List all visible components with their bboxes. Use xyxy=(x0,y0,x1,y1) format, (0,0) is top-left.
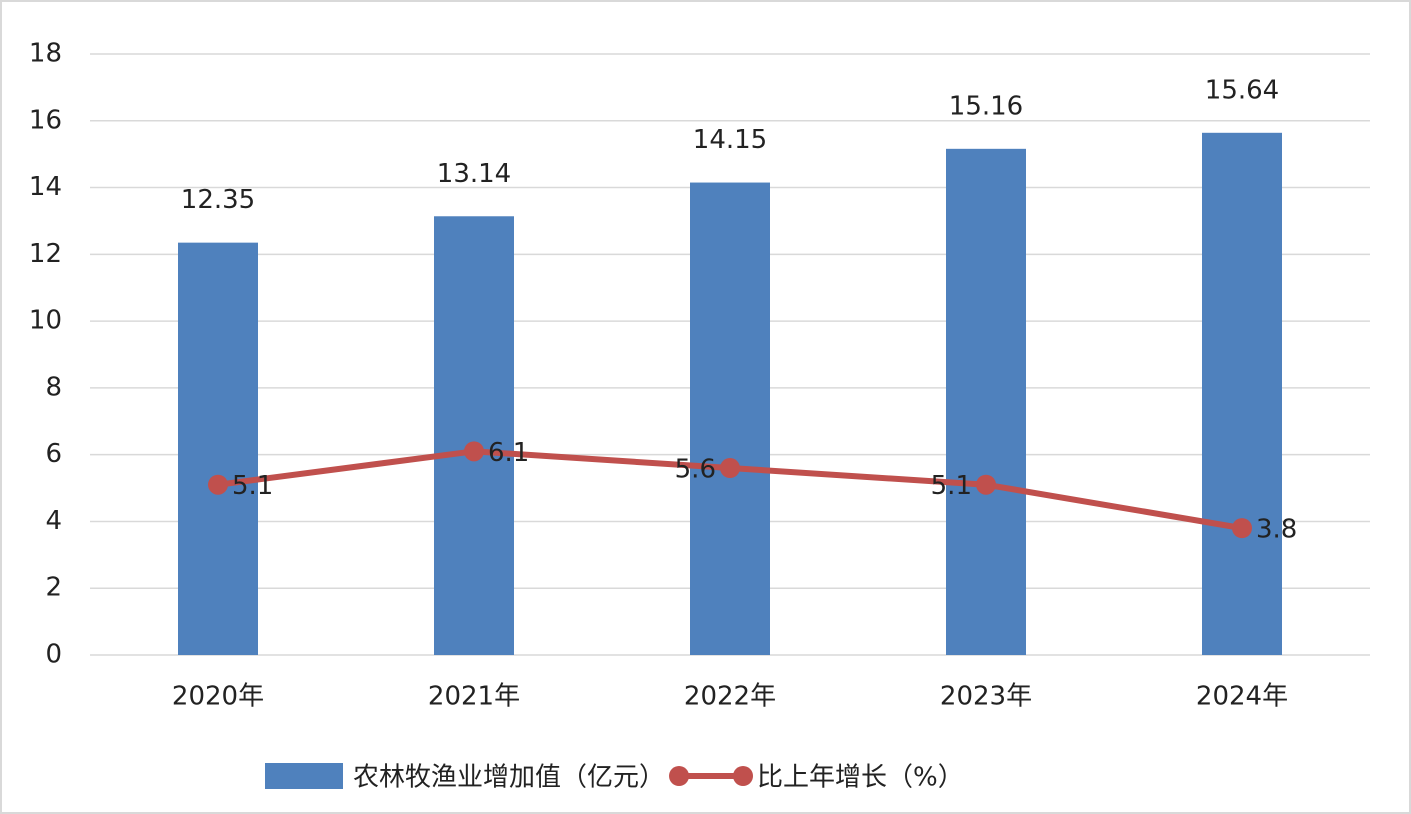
bar xyxy=(434,216,514,655)
line-point xyxy=(976,474,996,495)
bar-value-label: 12.35 xyxy=(181,185,255,215)
legend-swatch xyxy=(265,763,343,789)
line-point xyxy=(208,474,228,495)
bar xyxy=(1202,132,1282,655)
y-tick-label: 0 xyxy=(45,640,62,670)
x-tick-label: 2023年 xyxy=(940,682,1032,712)
x-tick-label: 2024年 xyxy=(1196,682,1288,712)
line-point xyxy=(464,441,484,462)
bar-value-label: 15.16 xyxy=(949,91,1023,121)
line-value-label: 5.1 xyxy=(931,471,972,501)
y-tick-label: 4 xyxy=(45,506,62,536)
y-tick-label: 10 xyxy=(29,306,62,336)
line-point xyxy=(720,458,740,479)
line-point xyxy=(1232,518,1252,539)
legend-swatch xyxy=(733,766,754,786)
y-tick-label: 16 xyxy=(29,105,62,135)
x-tick-label: 2021年 xyxy=(428,682,520,712)
line-value-label: 3.8 xyxy=(1256,515,1297,545)
bar-value-label: 14.15 xyxy=(693,125,767,155)
y-tick-label: 14 xyxy=(29,172,62,202)
line-value-label: 6.1 xyxy=(488,438,529,468)
legend-swatch xyxy=(669,766,690,786)
bar xyxy=(690,182,770,655)
y-tick-label: 12 xyxy=(29,239,62,269)
bar xyxy=(946,148,1026,655)
legend-label: 农林牧渔业增加值（亿元） xyxy=(353,763,665,793)
legend-label: 比上年增长（%） xyxy=(757,763,964,793)
y-tick-label: 6 xyxy=(45,439,62,469)
y-tick-label: 2 xyxy=(45,573,62,603)
line-value-label: 5.1 xyxy=(232,471,273,501)
bar xyxy=(178,242,258,655)
y-tick-label: 18 xyxy=(29,39,62,69)
x-tick-label: 2022年 xyxy=(684,682,776,712)
x-tick-label: 2020年 xyxy=(172,682,264,712)
line-value-label: 5.6 xyxy=(675,455,716,485)
bar-value-label: 15.64 xyxy=(1205,75,1279,105)
bar-value-label: 13.14 xyxy=(437,159,511,189)
y-tick-label: 8 xyxy=(45,372,62,402)
